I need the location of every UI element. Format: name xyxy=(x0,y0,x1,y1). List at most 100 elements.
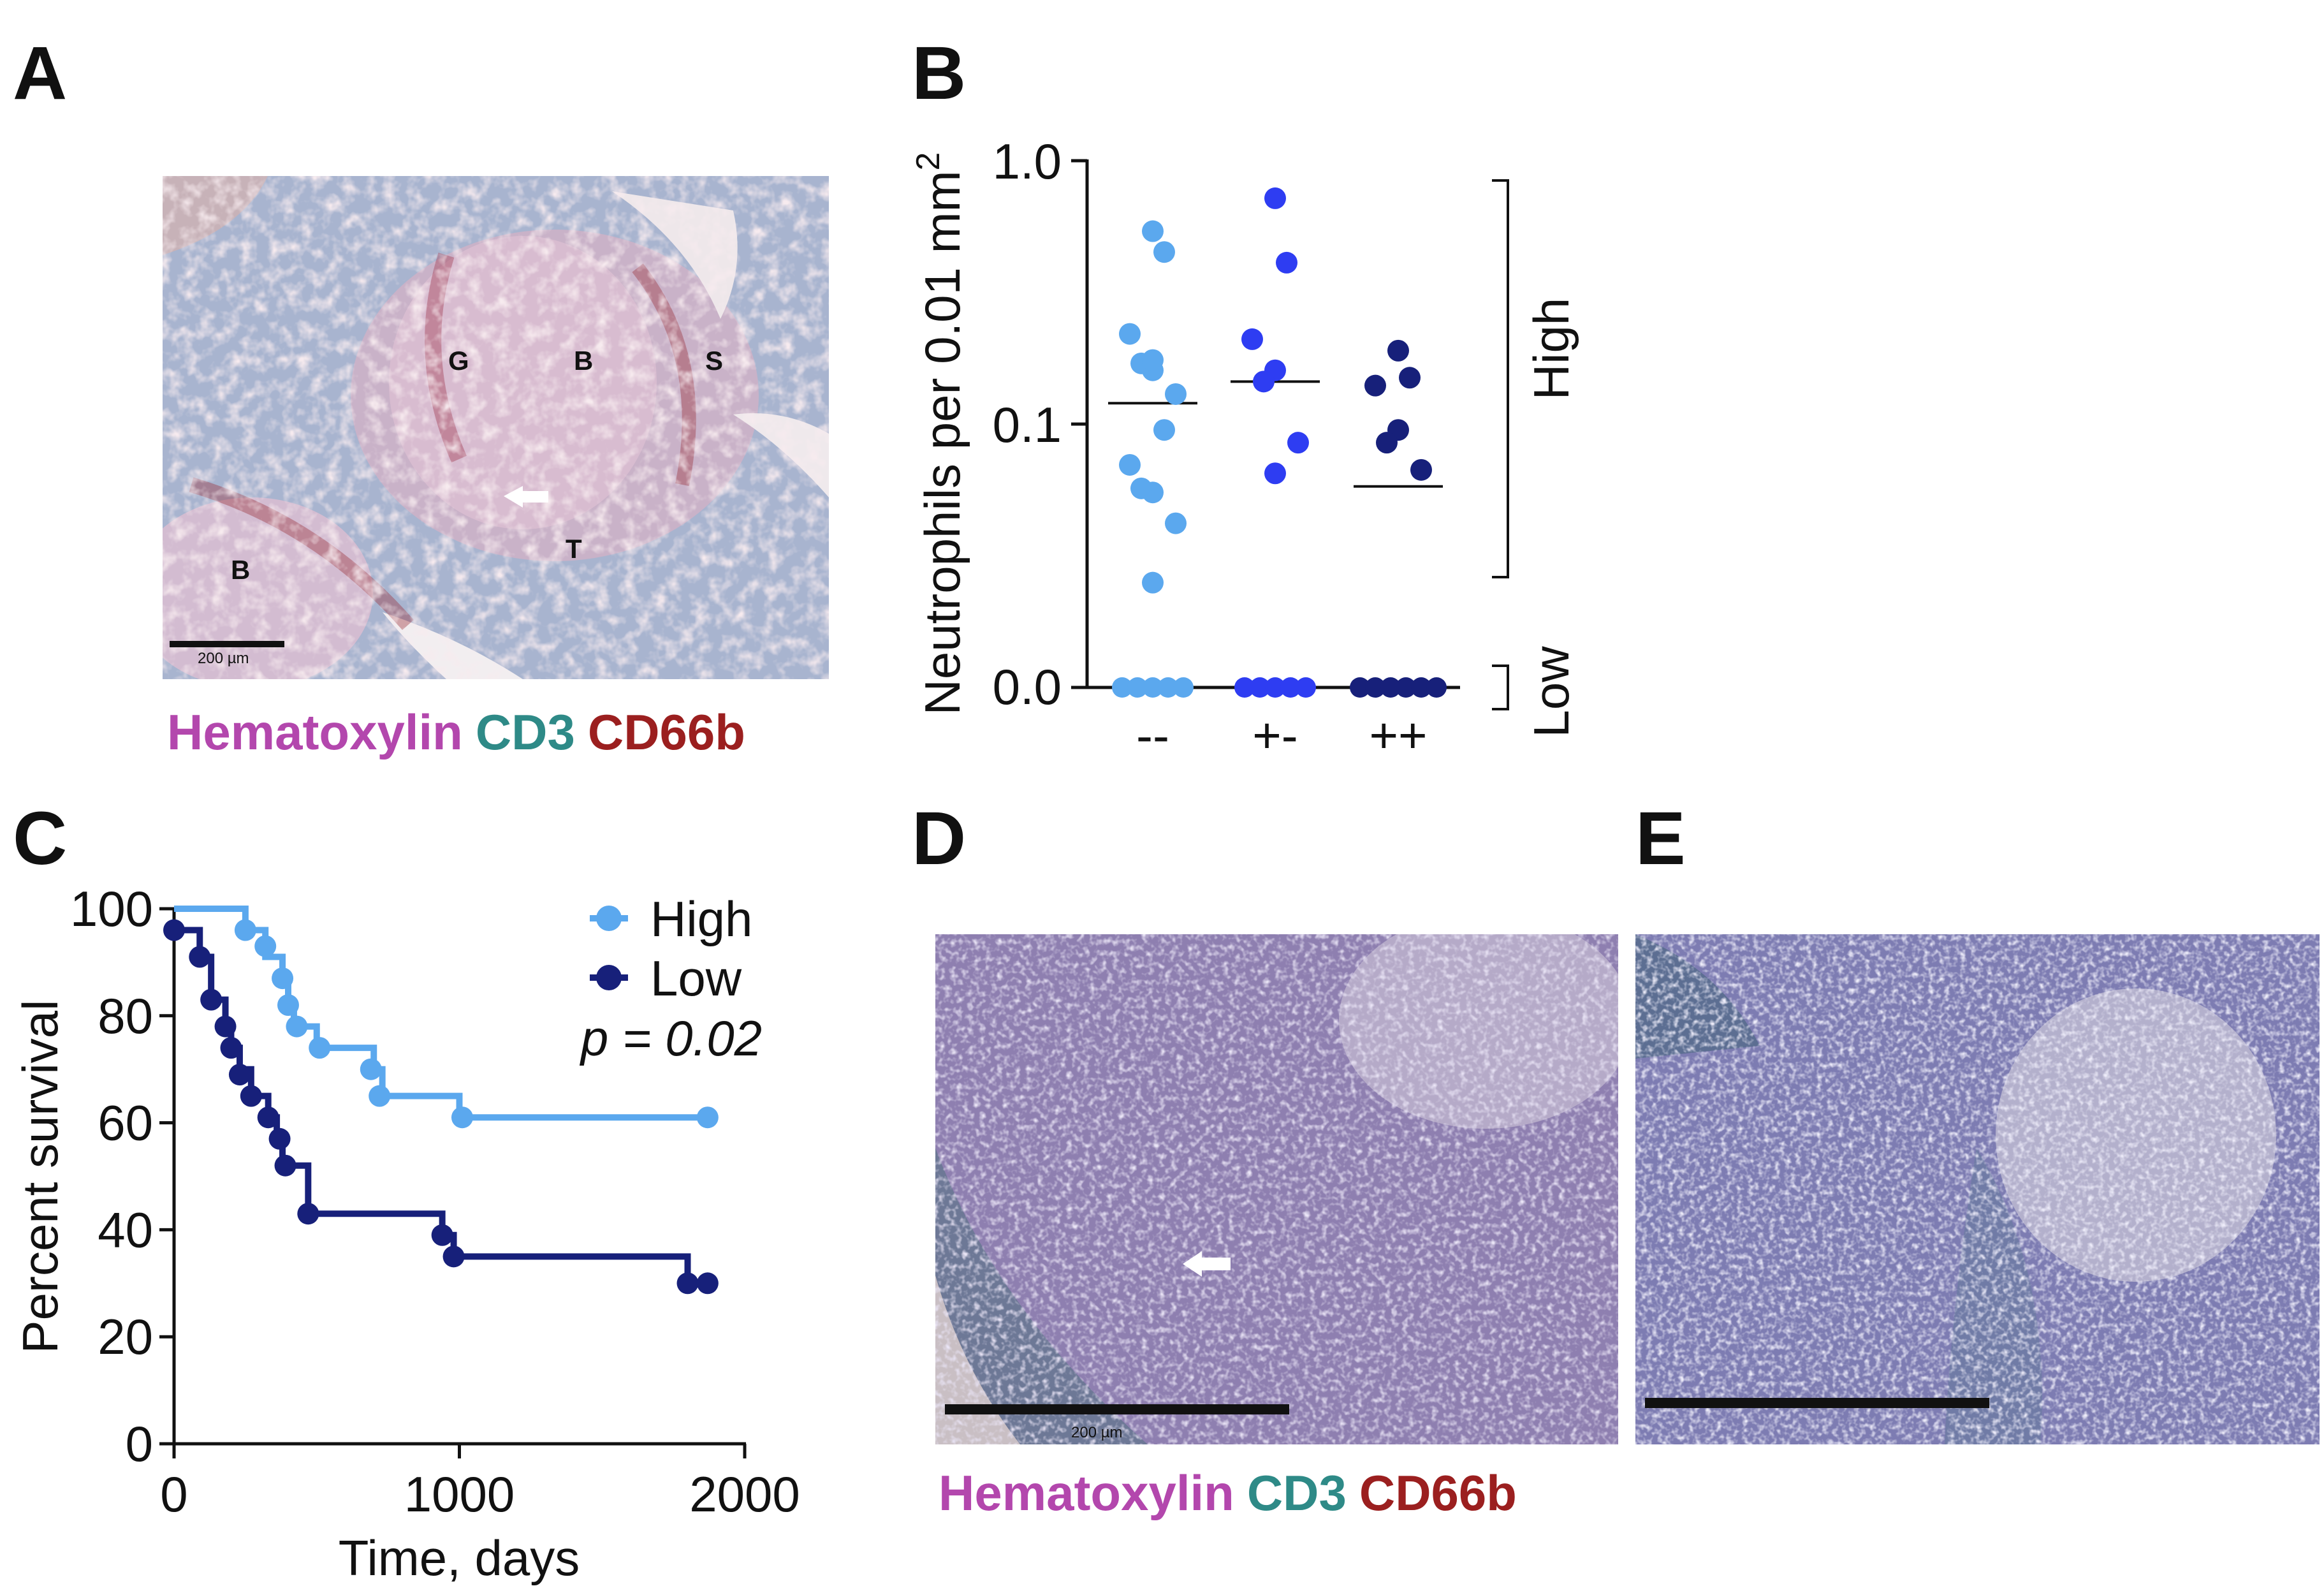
censor-marker xyxy=(254,935,277,957)
y-tick-label: 80 xyxy=(98,988,153,1044)
censor-marker xyxy=(297,1203,319,1225)
data-point-zero xyxy=(1280,677,1301,698)
data-point xyxy=(1165,512,1187,534)
y-axis-label-superscript: 2 xyxy=(910,152,947,171)
data-point-zero xyxy=(1250,677,1270,698)
censor-marker xyxy=(220,1037,242,1059)
legend-marker-low xyxy=(596,965,622,990)
censor-marker xyxy=(228,1064,251,1086)
region-label-t: T xyxy=(566,534,582,564)
censor-marker xyxy=(676,1272,699,1295)
arrow-icon xyxy=(504,486,548,508)
micrograph-e xyxy=(1635,934,2320,1444)
p-value-annotation: p = 0.02 xyxy=(580,1010,762,1066)
group-bracket-low xyxy=(1492,664,1509,710)
data-point xyxy=(1130,477,1152,499)
region-label-b2: B xyxy=(231,555,250,585)
panel-a-letter: A xyxy=(13,31,67,115)
y-tick-label: 0 xyxy=(126,1416,153,1472)
censor-marker xyxy=(309,1037,331,1059)
stain-legend-a: Hematoxylin CD3 CD66b xyxy=(167,704,745,760)
y-axis-label-text: Neutrophils per 0.01 mm xyxy=(914,170,970,715)
scale-bar xyxy=(170,641,284,647)
chart-b-marks xyxy=(1108,187,1447,698)
data-point xyxy=(1276,251,1297,274)
censor-marker xyxy=(431,1224,453,1246)
y-tick-label: 0.0 xyxy=(993,659,1062,715)
data-point xyxy=(1364,374,1386,397)
data-point xyxy=(1142,349,1164,371)
censor-marker xyxy=(286,1015,308,1038)
data-point xyxy=(1241,328,1263,350)
data-point xyxy=(1153,241,1175,263)
region-label-s: S xyxy=(705,346,723,376)
censor-marker xyxy=(200,988,223,1011)
stain-legend-d: Hematoxylin CD3 CD66b xyxy=(939,1465,1517,1521)
data-point xyxy=(1142,571,1164,594)
data-point-zero xyxy=(1143,677,1163,698)
stain-cd66b: CD66b xyxy=(1359,1465,1517,1521)
data-point xyxy=(1153,419,1175,441)
panel-d-letter: D xyxy=(912,796,966,881)
stain-cd3: CD3 xyxy=(476,704,575,760)
data-point xyxy=(1410,459,1432,481)
scale-bar xyxy=(1645,1398,1989,1408)
data-point-zero xyxy=(1296,677,1316,698)
y-tick-label: 100 xyxy=(70,881,153,937)
data-point xyxy=(1376,432,1398,454)
legend-label-high: High xyxy=(650,891,752,947)
data-point-zero xyxy=(1127,677,1148,698)
legend-marker-high xyxy=(596,906,622,931)
censor-marker xyxy=(369,1085,391,1107)
data-point-zero xyxy=(1112,677,1132,698)
y-tick-label: 0.1 xyxy=(993,397,1062,453)
scale-bar-label: 200 µm xyxy=(1071,1424,1123,1441)
data-point xyxy=(1387,339,1409,362)
y-axis-label: Percent survival xyxy=(12,1000,68,1354)
region-label-g: G xyxy=(448,346,469,376)
censor-marker xyxy=(234,919,256,941)
y-tick-label: 40 xyxy=(98,1201,153,1258)
legend-label-low: Low xyxy=(650,950,742,1006)
chart-c-lines xyxy=(163,906,719,1295)
group-bracket-high xyxy=(1492,179,1509,578)
data-point-zero xyxy=(1426,677,1447,698)
y-tick-label: 20 xyxy=(98,1309,153,1365)
data-point xyxy=(1142,220,1164,242)
stain-cd3: CD3 xyxy=(1247,1465,1347,1521)
data-point xyxy=(1119,323,1141,345)
data-point-zero xyxy=(1396,677,1416,698)
data-point xyxy=(1287,432,1309,454)
censor-marker xyxy=(189,946,211,968)
panel-b-letter: B xyxy=(912,31,966,115)
data-point-zero xyxy=(1265,677,1285,698)
censor-marker xyxy=(451,1106,473,1129)
y-axis-label: Neutrophils per 0.01 mm2 xyxy=(910,152,970,716)
data-point-zero xyxy=(1158,677,1178,698)
x-axis-label: Time, days xyxy=(339,1530,580,1586)
data-point xyxy=(1399,367,1421,389)
x-category-label: +- xyxy=(1252,707,1298,763)
censor-marker xyxy=(163,919,185,941)
data-point-zero xyxy=(1365,677,1385,698)
panel-e-letter: E xyxy=(1635,796,1686,881)
stain-hematoxylin: Hematoxylin xyxy=(167,704,463,760)
censor-marker xyxy=(360,1058,382,1080)
chart-b: 1.0 0.1 0.0 Neutrophils per 0.01 mm2 -- … xyxy=(910,133,1579,763)
data-point-zero xyxy=(1411,677,1431,698)
censor-marker xyxy=(268,1127,291,1150)
stain-cd66b: CD66b xyxy=(588,704,745,760)
censor-marker xyxy=(274,1154,296,1177)
micrograph-a: G B S T B 200 µm xyxy=(163,176,829,679)
censor-marker xyxy=(240,1085,262,1107)
data-point-zero xyxy=(1173,677,1194,698)
censor-marker xyxy=(696,1106,719,1129)
censor-marker xyxy=(214,1015,237,1038)
x-category-label: -- xyxy=(1136,707,1169,763)
region-label-b: B xyxy=(574,346,593,376)
censor-marker xyxy=(442,1245,465,1268)
data-point-zero xyxy=(1350,677,1370,698)
